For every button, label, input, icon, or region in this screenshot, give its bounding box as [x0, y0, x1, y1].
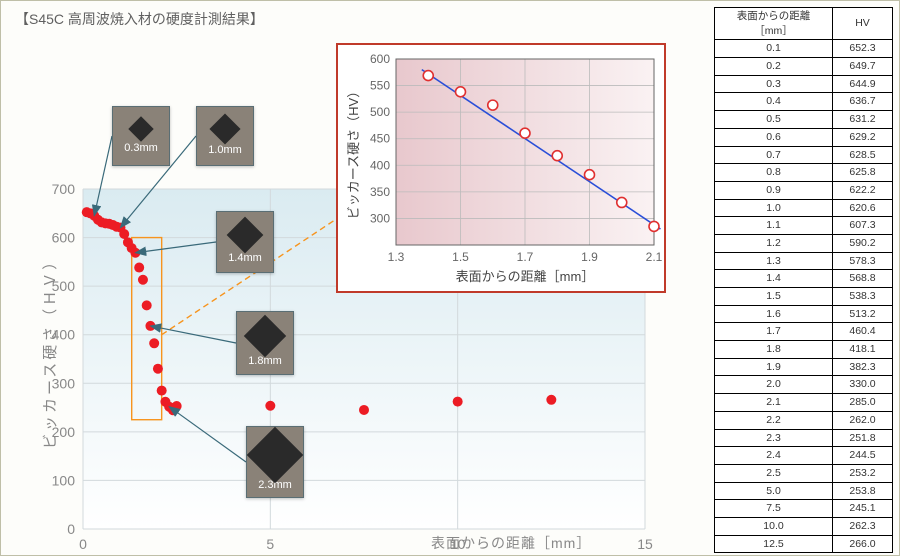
table-row: 12.5266.0 [715, 535, 893, 553]
main-x-axis-label: 表面からの距離［mm］ [431, 533, 591, 553]
inset-chart: 1.3 1.5 1.7 1.9 2.1 300 350 400 450 500 550 600 ビッカー… [336, 43, 666, 293]
table-row: 2.5253.2 [715, 464, 893, 482]
diamond-icon [209, 113, 240, 144]
svg-text:0: 0 [79, 536, 87, 551]
table-row: 5.0253.8 [715, 482, 893, 500]
svg-text:500: 500 [370, 105, 390, 119]
table-row: 1.4568.8 [715, 270, 893, 288]
table-row: 2.3251.8 [715, 429, 893, 447]
svg-text:600: 600 [370, 52, 390, 66]
svg-text:550: 550 [370, 79, 390, 93]
data-table: 表面からの距離［mm］HV0.1652.30.2649.70.3644.90.4… [714, 7, 893, 553]
table-row: 2.2262.0 [715, 411, 893, 429]
table-row: 1.5538.3 [715, 288, 893, 306]
table-row: 1.2590.2 [715, 234, 893, 252]
table-row: 0.6629.2 [715, 128, 893, 146]
indentation-thumb: 0.3mm [112, 106, 170, 166]
svg-text:1.7: 1.7 [517, 250, 534, 264]
table-row: 0.3644.9 [715, 75, 893, 93]
diamond-icon [247, 426, 304, 483]
table-row: 0.4636.7 [715, 93, 893, 111]
svg-text:1.9: 1.9 [581, 250, 598, 264]
table-row: 2.0330.0 [715, 376, 893, 394]
diamond-icon [128, 116, 153, 141]
svg-text:100: 100 [52, 472, 76, 488]
table-header: 表面からの距離［mm］ [715, 8, 833, 40]
table-row: 2.1285.0 [715, 394, 893, 412]
table-row: 0.9622.2 [715, 181, 893, 199]
svg-text:2.1: 2.1 [646, 250, 663, 264]
table-row: 0.8625.8 [715, 164, 893, 182]
svg-text:表面からの距離［mm］: 表面からの距離［mm］ [456, 269, 595, 284]
table-row: 0.7628.5 [715, 146, 893, 164]
indentation-thumb: 1.4mm [216, 211, 274, 273]
svg-text:1.3: 1.3 [388, 250, 405, 264]
page-title: 【S45C 高周波焼入材の硬度計測結果】 [15, 9, 264, 29]
svg-text:15: 15 [637, 536, 653, 551]
svg-text:350: 350 [370, 185, 390, 199]
table-row: 1.3578.3 [715, 252, 893, 270]
diamond-icon [244, 314, 286, 356]
svg-text:0: 0 [67, 521, 75, 537]
main-y-axis-label: ビッカース硬さ（ＨＶ） [39, 252, 60, 449]
svg-text:450: 450 [370, 132, 390, 146]
svg-text:300: 300 [370, 211, 390, 225]
svg-text:1.5: 1.5 [452, 250, 469, 264]
table-header: HV [833, 8, 893, 40]
indent-thumb-label: 0.3mm [124, 142, 158, 154]
table-row: 2.4244.5 [715, 447, 893, 465]
table-row: 0.5631.2 [715, 111, 893, 129]
table-row: 1.8418.1 [715, 341, 893, 359]
table-row: 0.1652.3 [715, 40, 893, 58]
table-row: 1.6513.2 [715, 305, 893, 323]
svg-text:ビッカース硬さ（HV）: ビッカース硬さ（HV） [346, 85, 361, 219]
indent-thumb-label: 1.0mm [208, 144, 242, 156]
svg-text:600: 600 [52, 230, 76, 246]
table-row: 10.0262.3 [715, 517, 893, 535]
indentation-thumb: 2.3mm [246, 426, 304, 498]
svg-text:700: 700 [52, 181, 76, 197]
indentation-thumb: 1.0mm [196, 106, 254, 166]
diamond-icon [227, 216, 264, 253]
table-row: 1.1607.3 [715, 217, 893, 235]
table-row: 7.5245.1 [715, 500, 893, 518]
table-row: 1.7460.4 [715, 323, 893, 341]
table-row: 1.0620.6 [715, 199, 893, 217]
svg-text:5: 5 [266, 536, 274, 551]
svg-text:400: 400 [370, 158, 390, 172]
table-row: 1.9382.3 [715, 358, 893, 376]
indentation-thumb: 1.8mm [236, 311, 294, 375]
table-row: 0.2649.7 [715, 58, 893, 76]
